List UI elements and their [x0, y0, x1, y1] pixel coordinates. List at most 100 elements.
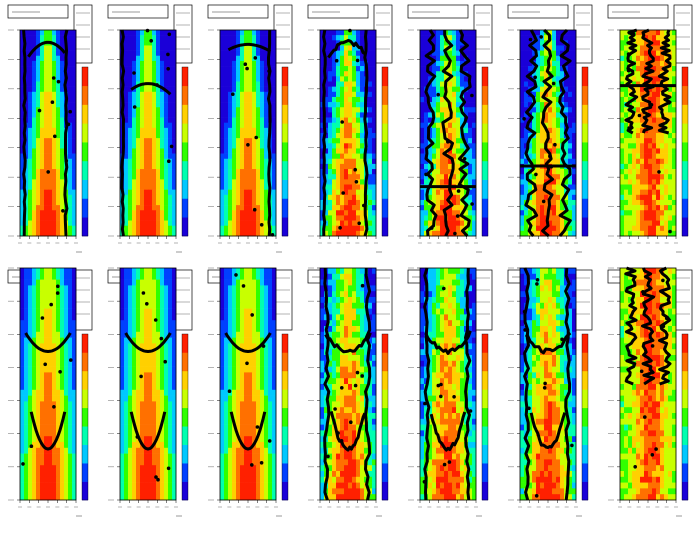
heatmap-cell [520, 143, 525, 149]
heatmap-cell [44, 471, 49, 478]
heatmap-cell [520, 102, 525, 108]
heatmap-cell [264, 133, 269, 139]
heatmap-cell [624, 91, 629, 98]
heatmap-cell [244, 205, 249, 211]
data-point [246, 143, 250, 147]
heatmap-cell [472, 71, 477, 77]
heatmap-cell [552, 96, 557, 103]
heatmap-cell [348, 91, 353, 98]
colorbar-step [82, 444, 88, 464]
heatmap-cell [520, 112, 525, 118]
heatmap-cell [60, 349, 65, 356]
heatmap-cell [44, 378, 49, 385]
heatmap-cell [636, 148, 641, 154]
heatmap-cell [124, 55, 129, 62]
heatmap-cell [324, 210, 329, 216]
heatmap-cell [564, 169, 569, 175]
heatmap-cell [140, 225, 145, 232]
heatmap-cell [264, 174, 269, 180]
heatmap-cell [264, 189, 269, 196]
heatmap-cell [644, 163, 649, 170]
heatmap-cell [44, 453, 49, 460]
heatmap-cell [36, 279, 41, 286]
heatmap-cell [156, 66, 161, 72]
heatmap-cell [32, 308, 37, 315]
heatmap-cell [320, 122, 325, 129]
heatmap-cell [436, 199, 441, 206]
heatmap-cell [44, 279, 49, 286]
heatmap-cell [40, 210, 45, 216]
heatmap-cell [48, 205, 53, 211]
heatmap-cell [256, 163, 261, 170]
heatmap-cell [540, 81, 545, 87]
heatmap-cell [632, 148, 637, 154]
heatmap-cell [568, 158, 573, 165]
heatmap-cell [620, 225, 625, 232]
heatmap-cell [636, 230, 641, 237]
heatmap-cell [228, 158, 233, 165]
heatmap-cell [464, 210, 469, 216]
heatmap-cell [252, 127, 257, 134]
heatmap-cell [356, 107, 361, 113]
heatmap-cell [528, 60, 533, 67]
heatmap-cell [656, 210, 661, 216]
heatmap-cell [140, 179, 145, 185]
heatmap-cell [36, 366, 41, 373]
heatmap-cell [232, 81, 237, 87]
heatmap-cell [560, 174, 565, 180]
heatmap-cell [232, 66, 237, 72]
heatmap-cell [252, 133, 257, 139]
heatmap-cell [32, 349, 37, 356]
heatmap-cell [28, 349, 33, 356]
heatmap-cell [668, 210, 673, 216]
heatmap-cell [20, 179, 25, 185]
heatmap-cell [572, 107, 577, 113]
heatmap-cell [556, 179, 561, 185]
heatmap-cell [156, 122, 161, 129]
heatmap-cell [332, 133, 337, 139]
heatmap-cell [552, 174, 557, 180]
data-point [626, 52, 631, 56]
heatmap-cell [356, 112, 361, 118]
heatmap-cell [548, 127, 553, 134]
heatmap-cell [556, 148, 561, 154]
heatmap-cell [28, 169, 33, 175]
heatmap-cell [256, 117, 261, 123]
data-point [51, 76, 56, 80]
heatmap-cell [344, 76, 349, 82]
heatmap-cell [56, 471, 61, 478]
heatmap-cell [132, 138, 137, 144]
heatmap-cell [136, 138, 141, 144]
heatmap-cell [652, 66, 657, 72]
heatmap-cell [52, 189, 57, 196]
heatmap-cell [228, 96, 233, 103]
heatmap-cell [72, 378, 77, 385]
panel-r0-c4 [407, 4, 493, 253]
heatmap-cell [132, 158, 137, 165]
heatmap-cell [168, 55, 173, 62]
heatmap-cell [624, 107, 629, 113]
heatmap-cell [64, 349, 69, 356]
heatmap-cell [260, 71, 265, 77]
heatmap-cell [64, 465, 69, 472]
heatmap-cell [148, 133, 153, 139]
heatmap-cell [224, 66, 229, 72]
heatmap-cell [20, 337, 25, 344]
stats-box [173, 4, 193, 64]
heatmap-cell [520, 45, 525, 51]
heatmap-cell [548, 133, 553, 139]
heatmap-cell [160, 215, 165, 221]
heatmap-cell [344, 96, 349, 103]
heatmap-cell [460, 71, 465, 77]
heatmap-cell [68, 476, 73, 483]
heatmap-cell [36, 459, 41, 466]
heatmap-cell [420, 102, 425, 108]
heatmap-cell [132, 179, 137, 185]
heatmap-cell [236, 158, 241, 165]
heatmap-cell [56, 122, 61, 129]
heatmap-cell [36, 91, 41, 98]
heatmap-cell [136, 117, 141, 123]
heatmap-cell [244, 127, 249, 134]
heatmap-cell [220, 205, 225, 211]
heatmap-cell [260, 138, 265, 144]
